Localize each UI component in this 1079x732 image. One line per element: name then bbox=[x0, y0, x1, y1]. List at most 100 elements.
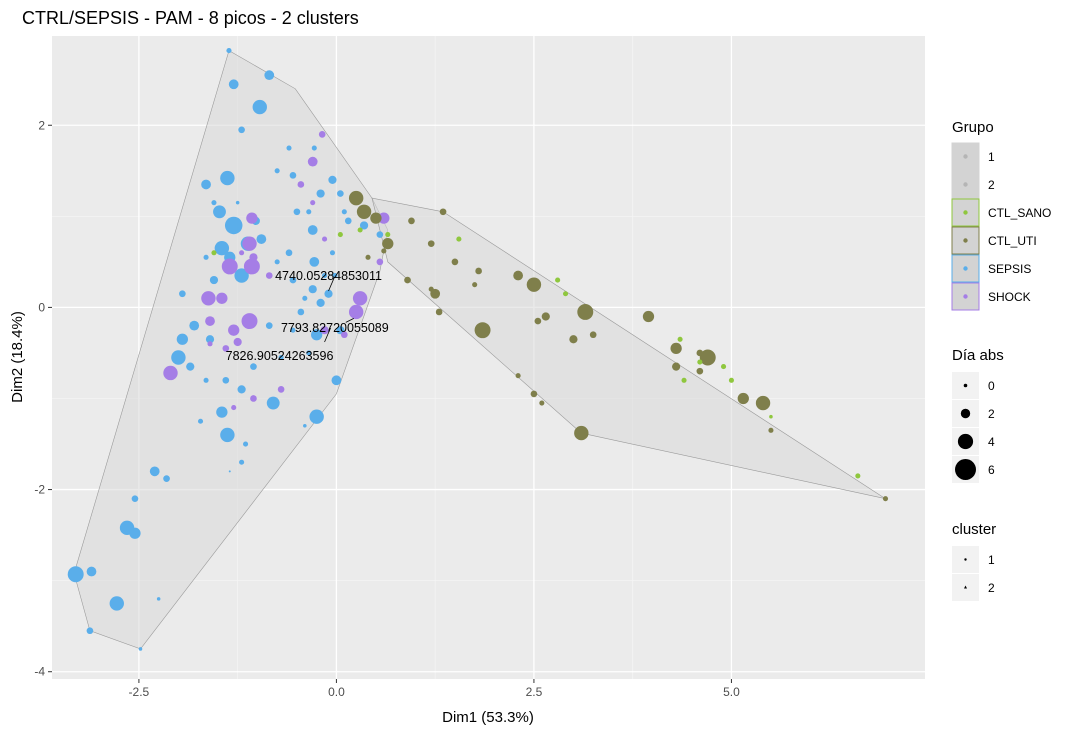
legend-label-grupo: CTL_UTI bbox=[988, 234, 1037, 248]
legend-key-dot bbox=[963, 238, 968, 243]
annotation-arrow bbox=[345, 317, 354, 323]
point-sepsis bbox=[189, 320, 200, 331]
point-shock bbox=[239, 250, 245, 256]
y-tick-label: 0 bbox=[38, 300, 45, 314]
point-ctl-uti bbox=[541, 312, 550, 321]
point-ctl-uti bbox=[439, 208, 447, 216]
point-ctl-sano bbox=[697, 359, 703, 365]
point-shock bbox=[207, 341, 213, 347]
legend-label-cluster: 1 bbox=[988, 553, 995, 567]
point-sepsis bbox=[293, 208, 301, 216]
point-sepsis bbox=[316, 298, 325, 307]
data-points bbox=[67, 48, 889, 651]
point-ctl-uti bbox=[696, 367, 704, 375]
point-sepsis bbox=[235, 200, 240, 205]
point-sepsis bbox=[237, 385, 246, 394]
point-ctl-uti bbox=[696, 349, 704, 357]
point-sepsis bbox=[243, 441, 249, 447]
chart-title: CTRL/SEPSIS - PAM - 8 picos - 2 clusters bbox=[22, 8, 359, 28]
legend-size-dot bbox=[960, 408, 971, 419]
point-shock bbox=[241, 313, 258, 330]
point-ctl-sano bbox=[769, 414, 773, 419]
point-sepsis bbox=[238, 126, 245, 134]
x-tick-label: 2.5 bbox=[526, 685, 543, 699]
point-ctl-sano bbox=[681, 377, 687, 383]
point-sepsis bbox=[341, 209, 347, 215]
legend-key-grupo bbox=[951, 142, 980, 171]
point-ctl-uti bbox=[530, 390, 538, 398]
legend-label-grupo: CTL_SANO bbox=[988, 206, 1051, 220]
legend-cluster-mark bbox=[964, 558, 967, 561]
point-shock bbox=[318, 131, 326, 138]
point-ctl-uti bbox=[737, 392, 749, 405]
point-shock bbox=[340, 331, 348, 339]
annotation-label: 7793.82720055089 bbox=[281, 321, 389, 335]
point-sepsis bbox=[239, 459, 245, 465]
y-tick-label: -2 bbox=[34, 483, 45, 497]
point-sepsis bbox=[138, 647, 143, 651]
point-sepsis bbox=[213, 205, 226, 219]
point-sepsis bbox=[171, 350, 186, 365]
point-ctl-uti bbox=[526, 277, 542, 292]
point-shock bbox=[221, 258, 238, 275]
point-ctl-uti bbox=[451, 258, 459, 266]
point-ctl-sano bbox=[337, 231, 343, 238]
point-ctl-uti bbox=[577, 303, 594, 320]
point-sepsis bbox=[86, 627, 94, 635]
point-sepsis bbox=[265, 322, 273, 329]
point-sepsis bbox=[331, 375, 342, 386]
legend-label-size: 6 bbox=[988, 463, 995, 477]
legend-label-cluster: 2 bbox=[988, 581, 995, 595]
x-tick-label: 5.0 bbox=[723, 685, 740, 699]
point-sepsis bbox=[211, 200, 217, 206]
legend-size-dot bbox=[957, 433, 974, 450]
point-shock bbox=[320, 326, 329, 335]
point-ctl-sano bbox=[728, 377, 734, 383]
point-sepsis bbox=[285, 249, 293, 257]
point-ctl-uti bbox=[672, 362, 681, 371]
point-sepsis bbox=[228, 470, 231, 473]
point-ctl-uti bbox=[408, 217, 415, 225]
point-sepsis bbox=[297, 308, 305, 316]
point-sepsis bbox=[186, 362, 195, 371]
point-sepsis bbox=[322, 272, 328, 279]
point-ctl-uti bbox=[755, 395, 771, 411]
point-sepsis bbox=[228, 79, 239, 90]
legend-size-dot bbox=[963, 383, 968, 388]
point-sepsis bbox=[179, 290, 186, 298]
point-sepsis bbox=[209, 275, 219, 285]
point-shock bbox=[297, 181, 305, 188]
grid-lines bbox=[52, 36, 925, 679]
annotation-label: 7826.90524263596 bbox=[226, 349, 334, 363]
point-sepsis bbox=[289, 172, 297, 179]
point-ctl-uti bbox=[474, 322, 491, 339]
legend-title-grupo: Grupo bbox=[952, 119, 994, 136]
point-sepsis bbox=[149, 466, 160, 477]
point-shock bbox=[352, 291, 368, 306]
point-ctl-sano bbox=[357, 227, 363, 233]
legend-label-grupo: SEPSIS bbox=[988, 262, 1031, 276]
point-sepsis bbox=[329, 250, 336, 256]
point-sepsis bbox=[274, 259, 280, 265]
point-sepsis bbox=[344, 217, 352, 225]
point-ctl-uti bbox=[574, 425, 589, 441]
point-sepsis bbox=[376, 231, 384, 238]
point-sepsis bbox=[286, 145, 292, 151]
point-sepsis bbox=[303, 424, 307, 428]
point-sepsis bbox=[109, 596, 124, 611]
annotations: 4740.05284853011 7793.82720055089 7826.905… bbox=[226, 269, 389, 363]
legend-label-size: 2 bbox=[988, 407, 995, 421]
legend-label-size: 4 bbox=[988, 435, 995, 449]
legend-key-dot bbox=[963, 182, 968, 187]
legend-size-dot bbox=[955, 459, 976, 480]
legend-key-dot bbox=[963, 210, 968, 215]
point-sepsis bbox=[214, 241, 230, 256]
point-sepsis bbox=[264, 70, 275, 81]
point-ctl-uti bbox=[515, 373, 521, 379]
point-shock bbox=[307, 156, 318, 167]
legend-title-cluster: cluster bbox=[952, 521, 996, 538]
point-ctl-uti bbox=[382, 238, 394, 250]
point-ctl-uti bbox=[670, 342, 682, 355]
point-sepsis bbox=[316, 189, 325, 198]
